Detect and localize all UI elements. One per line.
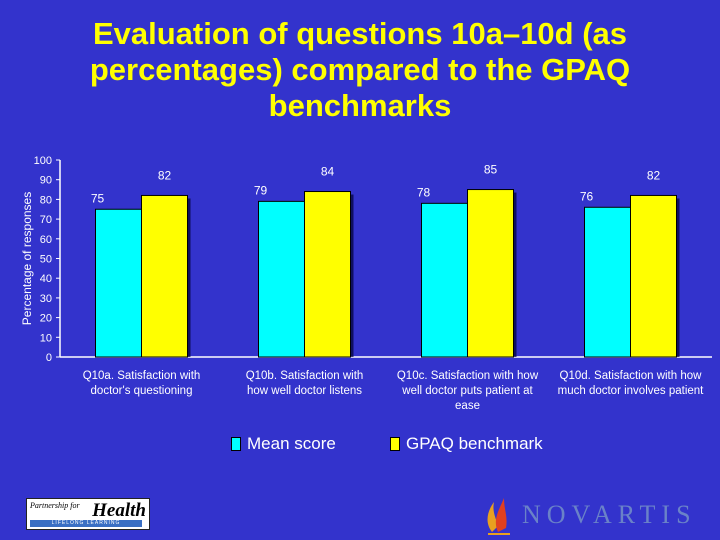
data-label: 78 [417, 185, 431, 199]
bar-benchmark [630, 194, 677, 358]
y-tick-label: 80 [40, 194, 52, 206]
legend-mean-swatch [231, 437, 241, 451]
category-label: doctor's questioning [91, 385, 193, 397]
novartis-logo: NOVARTIS [478, 492, 718, 536]
legend-benchmark: GPAQ benchmark [390, 434, 543, 454]
bar-mean [421, 202, 468, 358]
bar-benchmark [467, 189, 514, 358]
category-label: Q10b. Satisfaction with [246, 370, 364, 382]
category-label: well doctor puts patient at [401, 385, 533, 397]
data-label: 75 [91, 191, 105, 205]
y-tick-label: 40 [40, 273, 52, 285]
category-label: how well doctor listens [247, 385, 362, 397]
y-tick-label: 50 [40, 254, 52, 266]
data-label: 82 [647, 168, 661, 182]
y-tick-label: 90 [40, 175, 52, 187]
y-tick-label: 60 [40, 234, 52, 246]
legend: Mean score GPAQ benchmark [0, 434, 720, 458]
y-tick-label: 20 [40, 313, 52, 325]
y-tick-label: 100 [34, 155, 52, 167]
bar-mean [584, 206, 631, 358]
bar-mean [95, 208, 142, 358]
y-tick-label: 0 [46, 352, 52, 364]
legend-benchmark-label: GPAQ benchmark [406, 434, 543, 453]
data-label: 84 [321, 165, 335, 179]
y-tick-label: 10 [40, 332, 52, 344]
legend-benchmark-swatch [390, 437, 400, 451]
category-label: Q10a. Satisfaction with [83, 370, 201, 382]
novartis-wordmark: NOVARTIS [522, 500, 697, 529]
bar-chart: 0 10 20 30 40 50 60 70 80 90 100 Percentage of resp… [20, 155, 712, 412]
data-label: 85 [484, 163, 498, 177]
data-label: 79 [254, 183, 268, 197]
novartis-flame-icon [487, 498, 510, 535]
logo-left-band-text: LIFELONG LEARNING [30, 520, 142, 527]
partnership-for-health-logo: Partnership for Health LIFELONG LEARNING [26, 498, 150, 530]
bar-mean [258, 200, 305, 358]
legend-mean: Mean score [231, 434, 336, 454]
chart-title: Evaluation of questions 10a–10d (as perc… [89, 16, 631, 123]
logo-left-top-text: Partnership for [30, 501, 80, 510]
logo-left-main-text: Health [92, 500, 146, 521]
y-axis-label: Percentage of responses [20, 192, 34, 325]
category-label: Q10c. Satisfaction with how [397, 370, 539, 382]
y-tick-label: 70 [40, 214, 52, 226]
category-label: ease [455, 400, 480, 412]
data-label: 76 [580, 189, 594, 203]
bar-benchmark [304, 191, 351, 358]
data-label: 82 [158, 168, 172, 182]
category-label: much doctor involves patient [558, 385, 705, 397]
legend-mean-label: Mean score [247, 434, 336, 453]
bar-benchmark [141, 194, 188, 358]
y-tick-label: 30 [40, 293, 52, 305]
category-label: Q10d. Satisfaction with how [560, 370, 703, 382]
